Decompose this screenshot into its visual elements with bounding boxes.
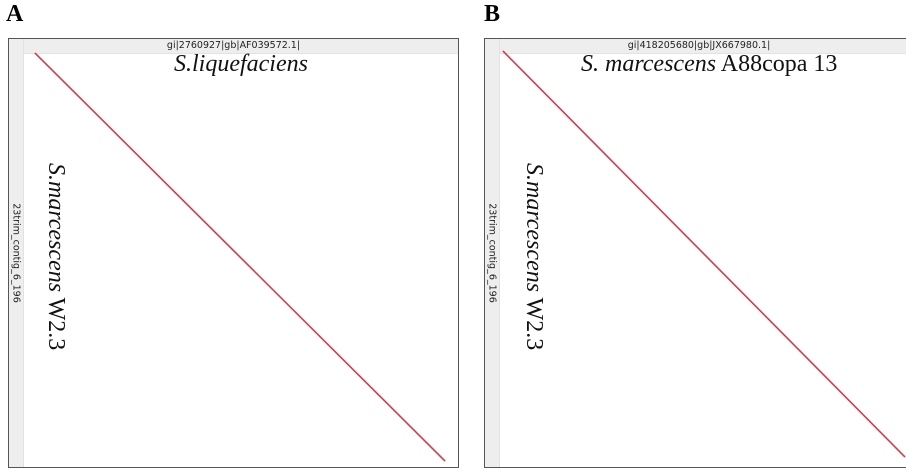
top-axis-strip: gi|2760927|gb|AF039572.1| (9, 39, 458, 54)
x-sequence-name: S.liquefaciens (174, 51, 308, 78)
alignment-diagonal (34, 52, 446, 462)
x-species-name: S. marcescens (581, 51, 717, 77)
dotplot-area (502, 50, 906, 458)
x-sequence-accession: gi|2760927|gb|AF039572.1| (166, 40, 301, 51)
y-strain-name: W2.3 (43, 292, 69, 351)
dotplot-panel-b: gi|418205680|gb|JX667980.1| 23trim_conti… (484, 38, 906, 468)
panel-label-a: A (6, 1, 24, 27)
y-sequence-name: S.marcescens W2.3 (42, 163, 69, 350)
y-sequence-name: S.marcescens W2.3 (520, 163, 547, 350)
y-species-name: S.marcescens (521, 163, 547, 293)
left-axis-strip: 23trim_contig_6_196 (485, 39, 500, 467)
x-species-name: S.liquefaciens (174, 51, 308, 77)
dotplot-panel-a: gi|2760927|gb|AF039572.1| 23trim_contig_… (8, 38, 459, 468)
x-sequence-accession: gi|418205680|gb|JX667980.1| (627, 40, 771, 51)
top-axis-strip: gi|418205680|gb|JX667980.1| (485, 39, 906, 54)
x-sequence-name: S. marcescens A88copa 13 (581, 51, 837, 78)
y-strain-name: W2.3 (521, 292, 547, 351)
x-strain-name: A88copa 13 (716, 51, 838, 77)
panel-label-b: B (484, 1, 501, 27)
y-species-name: S.marcescens (43, 163, 69, 293)
left-axis-strip: 23trim_contig_6_196 (9, 39, 24, 467)
dotplot-area (34, 52, 446, 462)
alignment-diagonal (502, 50, 906, 458)
